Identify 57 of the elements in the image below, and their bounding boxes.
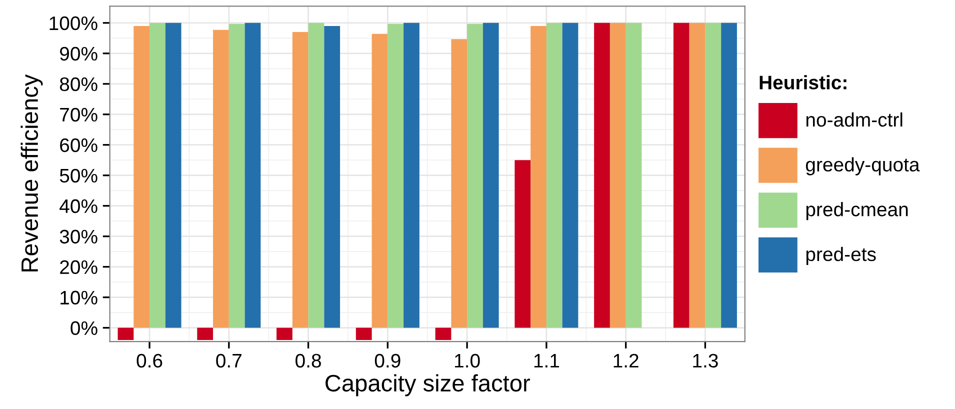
y-tick-label: 70% — [60, 108, 98, 122]
bar — [308, 22, 324, 328]
bar — [689, 22, 706, 328]
legend-label: pred-ets — [806, 246, 876, 265]
legend-title: Heuristic: — [760, 75, 846, 90]
y-tick-label: 80% — [60, 77, 98, 92]
bar — [197, 328, 214, 340]
bar — [228, 24, 245, 328]
bar — [435, 328, 452, 340]
bar — [467, 24, 483, 328]
bar — [546, 22, 562, 328]
bar — [388, 24, 404, 328]
bar — [372, 34, 388, 328]
bar — [705, 22, 722, 328]
bar — [482, 22, 499, 328]
legend-label: greedy-quota — [806, 157, 920, 176]
y-tick-label: 0% — [70, 321, 98, 336]
x-axis-title: Capacity size factor — [326, 374, 530, 396]
y-axis-title: Revenue efficiency — [20, 74, 43, 272]
x-tick-label: 1.0 — [455, 354, 480, 368]
bar — [292, 32, 308, 328]
bar — [276, 328, 292, 340]
x-tick-label: 0.6 — [136, 354, 162, 368]
bar — [134, 26, 150, 328]
x-tick-label: 1.3 — [693, 354, 718, 368]
bar — [673, 22, 690, 328]
bar — [244, 22, 261, 328]
legend-label: pred-cmean — [806, 202, 908, 220]
bar — [150, 22, 166, 328]
bar — [213, 30, 229, 328]
bar — [530, 26, 546, 328]
y-tick-label: 30% — [60, 230, 98, 244]
x-tick-label: 0.7 — [216, 354, 242, 368]
y-tick-label: 100% — [50, 16, 98, 30]
bar — [451, 39, 468, 328]
x-tick-label: 1.2 — [614, 354, 638, 368]
bar — [356, 328, 372, 340]
bar — [594, 22, 610, 328]
y-tick-label: 50% — [60, 168, 98, 183]
y-tick-label: 40% — [60, 199, 98, 214]
x-tick-label: 1.1 — [534, 354, 560, 368]
bar — [514, 160, 531, 328]
bar — [562, 22, 578, 328]
x-tick-label: 0.9 — [374, 354, 400, 368]
bar — [610, 22, 626, 328]
legend-label: no-adm-ctrl — [806, 112, 902, 127]
y-tick-label: 20% — [60, 260, 98, 274]
bar — [721, 22, 737, 328]
y-tick-label: 60% — [60, 138, 98, 152]
bar — [404, 22, 420, 328]
bar — [118, 328, 134, 340]
bar — [324, 26, 340, 328]
y-tick-label: 10% — [60, 290, 98, 305]
y-tick-label: 90% — [60, 46, 98, 61]
bar — [626, 22, 642, 328]
bar — [165, 22, 182, 328]
x-tick-label: 0.8 — [296, 354, 321, 368]
